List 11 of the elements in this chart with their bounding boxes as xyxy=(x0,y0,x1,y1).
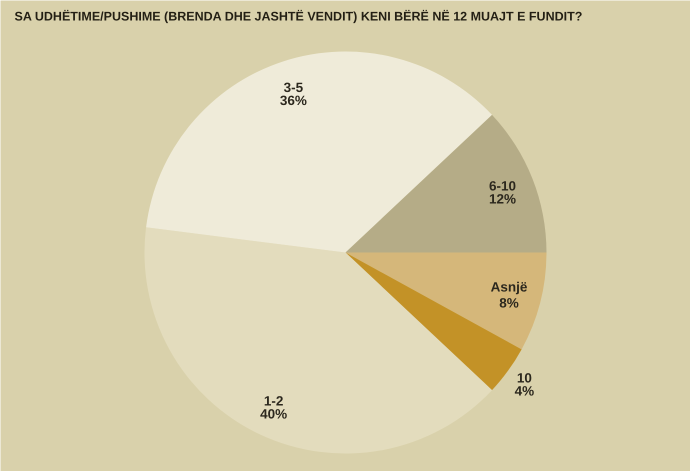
data-label: 4% xyxy=(514,383,534,398)
slice-label: Asnjë xyxy=(490,279,528,294)
data-label: 12% xyxy=(488,191,516,206)
data-label: 8% xyxy=(499,295,519,310)
data-label: 36% xyxy=(280,92,307,108)
data-label: 40% xyxy=(260,406,288,422)
slice-label: 3-5 xyxy=(284,80,304,95)
slice-label: 6-10 xyxy=(488,178,516,194)
slice-label: 1-2 xyxy=(264,393,284,408)
chart-title: SA UDHËTIME/PUSHIME (BRENDA DHE JASHTË VENDIT) KENI BËRË NË 12 MUAJT E FUNDIT? xyxy=(14,10,582,24)
slice-label: 10 xyxy=(516,370,532,386)
